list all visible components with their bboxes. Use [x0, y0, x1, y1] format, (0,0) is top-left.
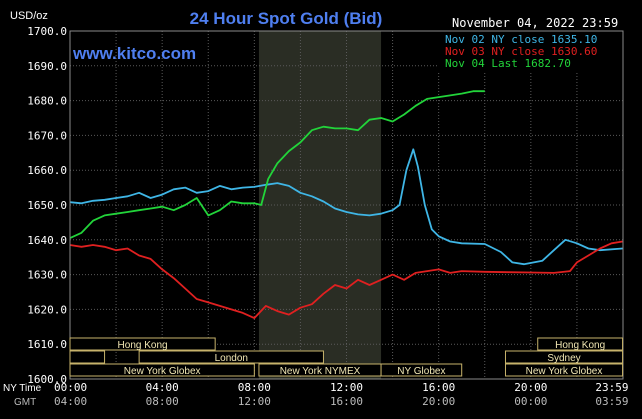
- x-tick-gmt: 04:00: [54, 395, 87, 408]
- x-tick-ny: 00:00: [54, 381, 87, 394]
- legend-entry-nov02: Nov 02 NY close 1635.10: [445, 33, 597, 46]
- market-session-bars: Hong Kong Hong Kong London Sydney New York G…: [69, 337, 624, 377]
- y-tick-label: 1610.0: [27, 338, 67, 351]
- y-tick-label: 1680.0: [27, 95, 67, 108]
- session-label: Sydney: [547, 353, 580, 364]
- y-tick-label: 1630.0: [27, 269, 67, 282]
- session-label: NY Globex: [397, 366, 445, 377]
- session-bar: [69, 350, 106, 364]
- session-label: Hong Kong: [118, 340, 168, 351]
- x-tick-gmt: 00:00: [514, 395, 547, 408]
- y-tick-label: 1640.0: [27, 234, 67, 247]
- y-tick-label: 1650.0: [27, 199, 67, 212]
- y-tick-label: 1660.0: [27, 164, 67, 177]
- session-label: New York Globex: [526, 366, 603, 377]
- site-watermark: www.kitco.com: [72, 44, 196, 63]
- series-line-nov04: [69, 90, 485, 239]
- x-tick-ny: 23:59: [595, 381, 628, 394]
- x-axis-tick-labels: 00:0004:0004:0008:0008:0012:0012:0016:00…: [54, 381, 629, 408]
- x-tick-ny: 20:00: [514, 381, 547, 394]
- session-bar: [380, 363, 463, 377]
- legend-box: [438, 31, 623, 71]
- session-bar: [537, 337, 624, 351]
- series-lines: [69, 90, 623, 320]
- x-tick-gmt: 03:59: [595, 395, 628, 408]
- plot-border: [69, 30, 624, 380]
- x-tick-gmt: 08:00: [146, 395, 179, 408]
- gmt-label: GMT: [14, 397, 36, 408]
- session-bar: [504, 363, 624, 377]
- nymex-shading: [258, 31, 382, 379]
- x-tick-ny: 12:00: [330, 381, 363, 394]
- series-line-nov03: [69, 240, 623, 320]
- session-label: Hong Kong: [555, 340, 605, 351]
- y-tick-label: 1620.0: [27, 303, 67, 316]
- session-label: London: [215, 353, 248, 364]
- session-label: New York Globex: [124, 366, 201, 377]
- legend-entry-nov03: Nov 03 NY close 1630.60: [445, 45, 597, 58]
- ny-time-label: NY Time: [3, 383, 42, 394]
- session-bar: [69, 337, 216, 351]
- x-tick-gmt: 12:00: [238, 395, 271, 408]
- legend: Nov 02 NY close 1635.10 Nov 03 NY close …: [438, 31, 623, 71]
- y-axis-tick-labels: 1600.0 1610.0 1620.0 1630.0 1640.0 1650.0 1660…: [27, 25, 67, 386]
- session-bar: [69, 363, 255, 377]
- x-tick-gmt: 20:00: [422, 395, 455, 408]
- y-tick-label: 1700.0: [27, 25, 67, 38]
- unit-label: USD/oz: [10, 10, 48, 22]
- session-bar: [138, 350, 324, 364]
- series-line-nov02: [69, 148, 623, 266]
- x-tick-ny: 04:00: [146, 381, 179, 394]
- x-tick-gmt: 16:00: [330, 395, 363, 408]
- y-tick-label: 1670.0: [27, 129, 67, 142]
- session-bar: [504, 350, 624, 364]
- y-tick-label: 1690.0: [27, 60, 67, 73]
- y-tick-label: 1600.0: [27, 373, 67, 386]
- legend-entry-nov04: Nov 04 Last 1682.70: [445, 57, 571, 70]
- x-tick-ny: 08:00: [238, 381, 271, 394]
- chart-date: November 04, 2022 23:59: [452, 16, 618, 30]
- session-label: New York NYMEX: [280, 366, 361, 377]
- x-tick-ny: 16:00: [422, 381, 455, 394]
- chart-title: 24 Hour Spot Gold (Bid): [190, 9, 383, 28]
